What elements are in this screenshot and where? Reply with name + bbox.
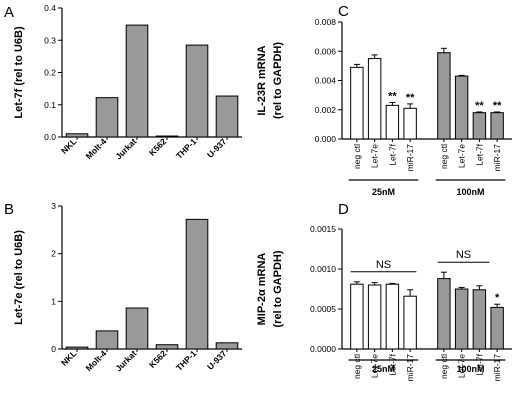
y-tick-label: 0.0005 [310, 304, 336, 314]
x-tick-label: Jurkat [113, 136, 138, 161]
bar [350, 66, 364, 140]
bar [454, 288, 469, 350]
bar [185, 44, 209, 138]
bar [65, 133, 89, 138]
group-label: 100nM [456, 187, 484, 197]
x-tick-label: Let-7f [387, 353, 397, 375]
bar [385, 104, 400, 140]
x-tick-label: neg ctl [439, 354, 449, 379]
panel-c: C IL-23R mRNA (rel to GAPDH) 0.000 0.002 0.00… [256, 3, 512, 197]
bar [490, 112, 504, 140]
bar [437, 52, 451, 140]
y-tick-label: 0.006 [315, 46, 337, 56]
bar [385, 283, 400, 350]
y-tick-label: 0.002 [315, 105, 337, 115]
y-axis-label: Let-7f (rel to U6B) [13, 26, 25, 119]
bar [403, 107, 417, 140]
x-tick-label: NKL [59, 136, 78, 155]
bar [367, 284, 382, 350]
group-label: 25nM [372, 364, 395, 374]
x-tick-label: miR-17 [405, 354, 415, 382]
y-tick-label: 0.1 [44, 100, 56, 110]
bar [350, 283, 364, 350]
group-label: 25nM [372, 187, 395, 197]
panel-letter: C [338, 3, 349, 20]
panel-b: B Let-7e (rel to U6B) 0 1 2 3 NKL Molt-4 Jurkat K… [4, 201, 242, 373]
y-tick-label: 0.0000 [310, 344, 336, 354]
y-axis-label: Let-7e (rel to U6B) [13, 230, 25, 325]
bar [472, 289, 487, 350]
significance-label: * [495, 292, 500, 304]
bar [403, 295, 417, 350]
x-tick-label: neg ctl [352, 144, 362, 169]
bar [125, 24, 149, 138]
x-tick-label: Let-7e [457, 144, 467, 168]
y-tick-label: 0.0015 [310, 224, 336, 234]
y-tick-label: 3 [51, 201, 56, 211]
x-tick-label: Let-7e [370, 144, 380, 168]
y-axis-label: MIP-2α mRNA [256, 253, 268, 326]
bar [490, 306, 504, 350]
bar [367, 58, 382, 140]
ns-label: NS [376, 259, 391, 271]
x-tick-label: Molt-4 [84, 136, 109, 161]
x-tick-label: Let-7e [457, 354, 467, 378]
panel-a: A Let-7f (rel to U6B) 0.0 0.1 0.2 0.3 0.4 NKL Mo… [4, 3, 242, 161]
x-tick-label: Let-7f [387, 143, 397, 165]
bar [454, 75, 469, 140]
panel-letter: D [338, 201, 349, 218]
bar [437, 278, 451, 350]
x-tick-label: neg ctl [352, 354, 362, 379]
y-tick-label: 0.4 [44, 3, 56, 13]
x-tick-label: U-937 [205, 136, 229, 160]
y-tick-label: 0.0 [44, 132, 56, 142]
x-tick-label: Let-7f [474, 143, 484, 165]
x-tick-label: miR-17 [492, 354, 502, 382]
significance-label: ** [493, 100, 502, 112]
bar [215, 342, 239, 350]
x-tick-label: K562 [147, 348, 169, 370]
y-tick-label: 0.3 [44, 35, 56, 45]
bar [155, 344, 179, 350]
x-tick-label: K562 [147, 136, 169, 158]
y-tick-label: 0.2 [44, 68, 56, 78]
y-axis-label-line2: (rel to GAPDH) [272, 42, 284, 119]
bar [95, 330, 119, 350]
x-tick-label: Let-7e [370, 354, 380, 378]
y-tick-label: 0.008 [315, 17, 337, 27]
bar [65, 346, 89, 350]
bar [215, 95, 239, 138]
bar [95, 97, 119, 138]
panel-letter: B [4, 201, 14, 218]
x-tick-label: miR-17 [405, 144, 415, 172]
significance-label: ** [406, 92, 415, 104]
bar [185, 218, 209, 350]
y-tick-label: 2 [51, 249, 56, 259]
y-axis-label-line2: (rel to GAPDH) [272, 250, 284, 327]
x-tick-label: Molt-4 [84, 348, 109, 373]
x-tick-label: U-937 [205, 348, 229, 372]
bar [125, 307, 149, 350]
y-tick-label: 1 [51, 296, 56, 306]
x-tick-label: neg ctl [439, 144, 449, 169]
y-tick-label: 0.004 [315, 76, 337, 86]
y-tick-label: 0 [51, 344, 56, 354]
x-tick-label: THP-1 [174, 348, 199, 373]
ns-label: NS [456, 249, 471, 261]
panel-letter: A [4, 4, 14, 21]
panel-d: D MIP-2α mRNA (rel to GAPDH) 0.0000 0.0005 0.… [256, 201, 512, 381]
bar [472, 112, 487, 140]
significance-label: ** [475, 100, 484, 112]
significance-label: ** [388, 90, 397, 102]
x-tick-label: Let-7f [474, 353, 484, 375]
x-tick-label: Jurkat [113, 348, 138, 373]
group-label: 100nM [456, 364, 484, 374]
x-tick-label: THP-1 [174, 136, 199, 161]
y-tick-label: 0.000 [315, 134, 337, 144]
y-axis-label: IL-23R mRNA [256, 45, 268, 115]
x-tick-label: NKL [59, 348, 78, 367]
x-tick-label: miR-17 [492, 144, 502, 172]
y-tick-label: 0.0010 [310, 264, 336, 274]
